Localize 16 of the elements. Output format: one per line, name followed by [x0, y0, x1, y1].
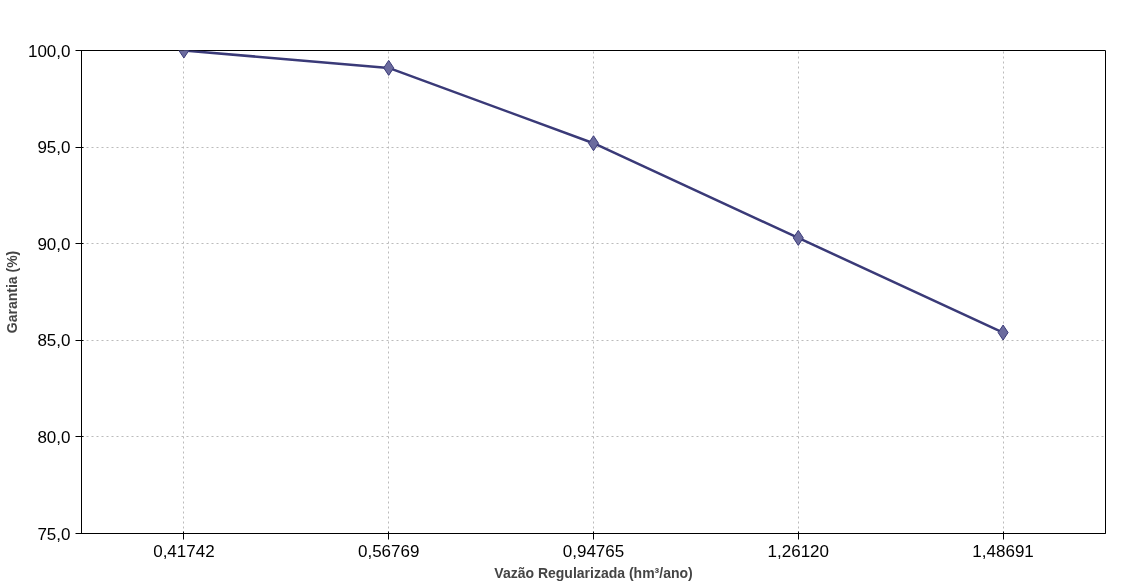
y-axis-title: Garantia (%) — [3, 250, 20, 334]
y-tick-label: 85,0 — [37, 331, 71, 351]
x-tick-label: 0,94765 — [562, 541, 625, 561]
y-tick-label: 80,0 — [37, 427, 71, 447]
point — [997, 324, 1009, 341]
y-tick-label: 75,0 — [37, 524, 71, 544]
x-tick-label: 1,26120 — [767, 541, 830, 561]
y-tick-label: 95,0 — [37, 138, 71, 158]
x-axis-title: Vazão Regularizada (hm³/ano) — [494, 564, 693, 581]
x-tick-label: 0,56769 — [357, 541, 420, 561]
y-tick-label: 90,0 — [37, 234, 71, 254]
point — [792, 229, 804, 246]
x-tick-label: 0,41742 — [153, 541, 215, 561]
point — [383, 59, 395, 76]
y-tick-label: 100,0 — [27, 41, 71, 61]
x-tick-label: 1,48691 — [972, 541, 1034, 561]
